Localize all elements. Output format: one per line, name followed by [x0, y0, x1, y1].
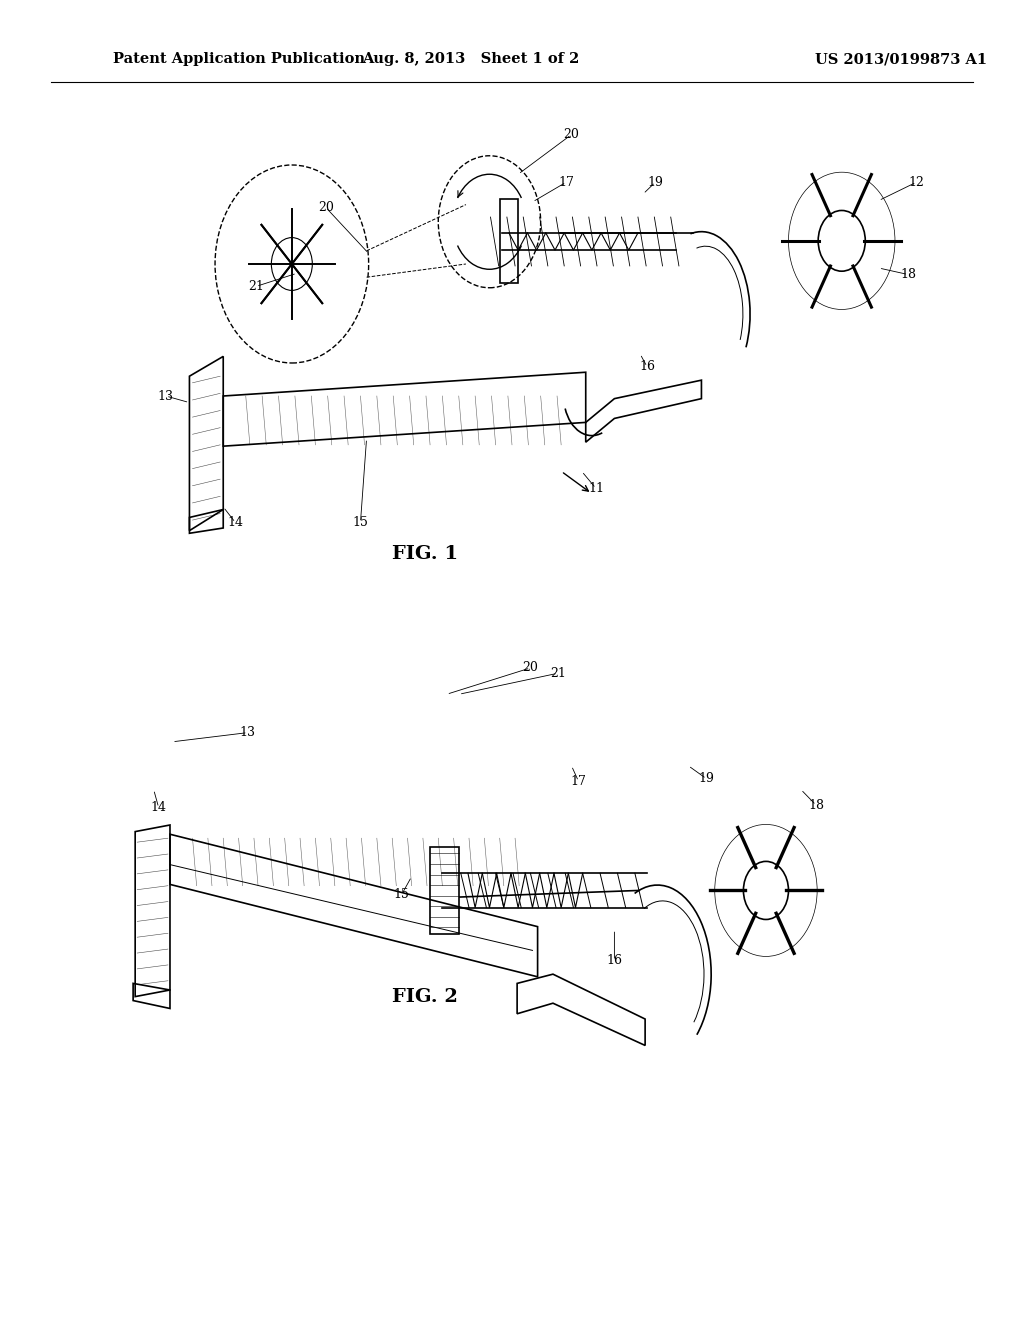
Text: 15: 15 — [352, 516, 369, 529]
Text: 20: 20 — [563, 128, 580, 141]
Text: 13: 13 — [240, 726, 256, 739]
Text: US 2013/0199873 A1: US 2013/0199873 A1 — [815, 53, 987, 66]
Text: 14: 14 — [227, 516, 244, 529]
Text: 20: 20 — [522, 661, 539, 675]
Text: 16: 16 — [606, 954, 623, 968]
Text: 18: 18 — [900, 268, 916, 281]
Text: 19: 19 — [698, 772, 715, 785]
Text: 21: 21 — [248, 280, 264, 293]
Text: 18: 18 — [808, 799, 824, 812]
Text: 17: 17 — [558, 176, 574, 189]
Text: 12: 12 — [908, 176, 925, 189]
Text: 15: 15 — [393, 888, 410, 902]
Text: Patent Application Publication: Patent Application Publication — [113, 53, 365, 66]
Text: 20: 20 — [317, 201, 334, 214]
Text: 21: 21 — [550, 667, 566, 680]
Text: 19: 19 — [647, 176, 664, 189]
Text: 16: 16 — [639, 360, 655, 374]
Text: Aug. 8, 2013   Sheet 1 of 2: Aug. 8, 2013 Sheet 1 of 2 — [362, 53, 580, 66]
Text: 14: 14 — [151, 801, 167, 814]
Text: FIG. 1: FIG. 1 — [392, 545, 458, 564]
Text: FIG. 2: FIG. 2 — [392, 987, 458, 1006]
Text: 17: 17 — [570, 775, 587, 788]
Text: 11: 11 — [588, 482, 604, 495]
Text: 13: 13 — [158, 389, 174, 403]
